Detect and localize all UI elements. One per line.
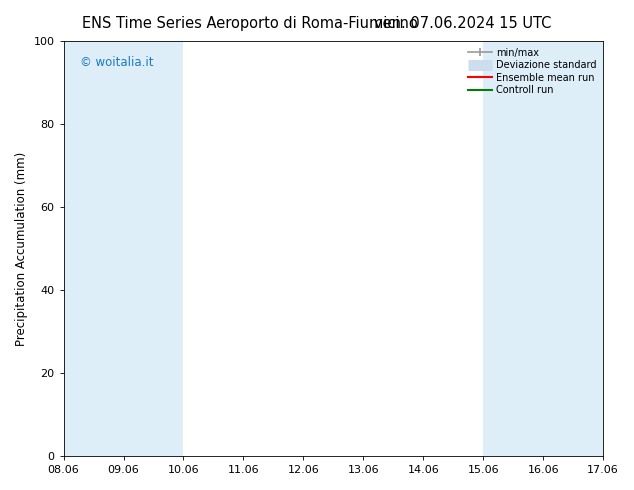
Bar — [483, 41, 603, 456]
Legend: min/max, Deviazione standard, Ensemble mean run, Controll run: min/max, Deviazione standard, Ensemble m… — [463, 44, 600, 99]
Bar — [63, 41, 183, 456]
Text: © woitalia.it: © woitalia.it — [80, 55, 153, 69]
Y-axis label: Precipitation Accumulation (mm): Precipitation Accumulation (mm) — [15, 151, 28, 345]
Text: ENS Time Series Aeroporto di Roma-Fiumicino: ENS Time Series Aeroporto di Roma-Fiumic… — [82, 16, 418, 31]
Text: ven. 07.06.2024 15 UTC: ven. 07.06.2024 15 UTC — [374, 16, 552, 31]
